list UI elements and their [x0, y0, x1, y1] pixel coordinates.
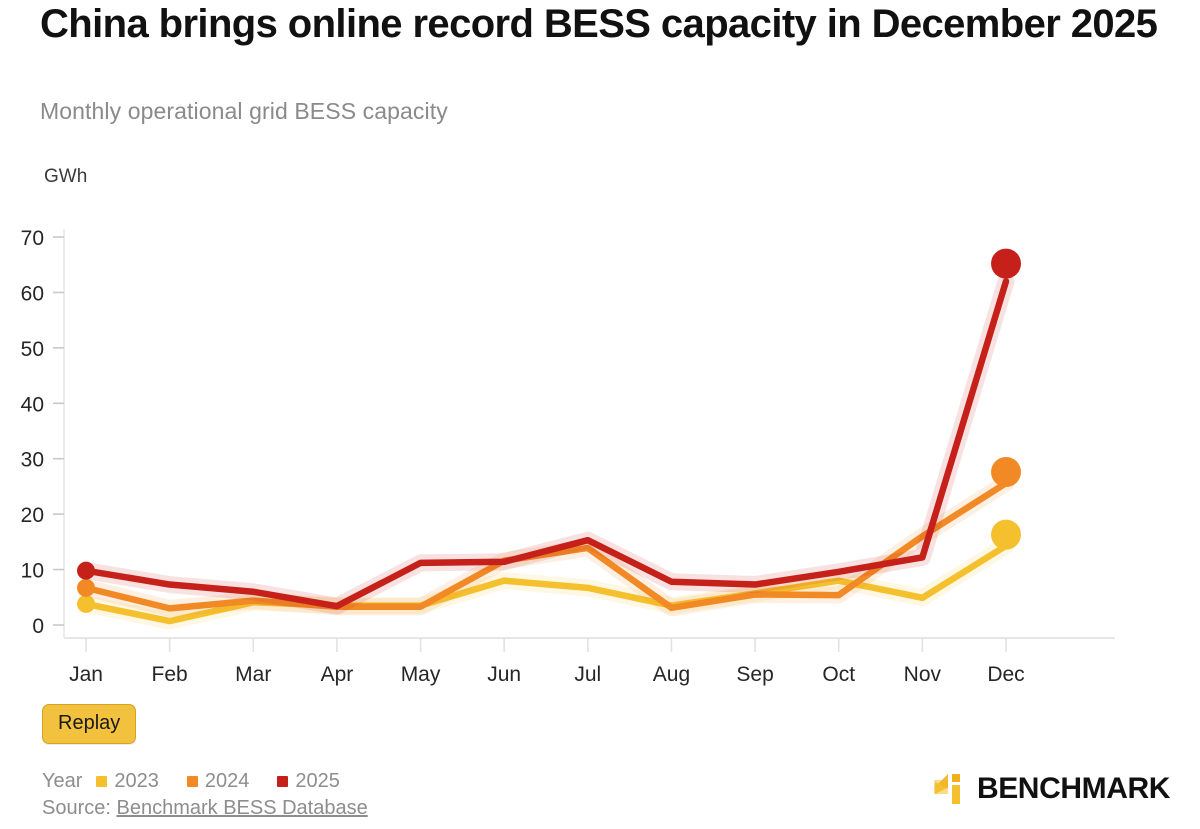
chart-legend: Year 2023 2024 2025 — [42, 770, 361, 793]
series-end-marker-2025[interactable] — [991, 248, 1021, 279]
series-end-marker-2023[interactable] — [991, 519, 1021, 550]
y-tick-label: 10 — [21, 560, 44, 583]
brand-wordmark: BENCHMARK — [976, 772, 1170, 805]
legend-swatch-2024 — [186, 776, 198, 787]
legend-item-2024[interactable]: 2024 — [186, 770, 250, 793]
x-tick-label-dec: Dec — [987, 663, 1024, 686]
source-line: Source: Benchmark BESS Database — [42, 797, 368, 820]
series-start-marker-2023[interactable] — [77, 594, 95, 613]
axis-layer — [53, 229, 1115, 652]
legend-swatch-2023 — [96, 776, 108, 787]
legend-label-2024: 2024 — [204, 770, 250, 792]
series-line-2025[interactable] — [82, 278, 1010, 610]
series-halo-2025 — [77, 272, 1015, 615]
replay-button[interactable]: Replay — [42, 704, 137, 744]
x-tick-label-jul: Jul — [574, 663, 601, 686]
tick-label-layer: 0 10 20 30 40 50 60 70 Jan Feb Mar Apr May Jun Jul Aug S… — [21, 227, 1025, 686]
x-tick-label-aug: Aug — [653, 663, 690, 686]
y-tick-label: 40 — [21, 393, 44, 416]
series-start-marker-2025[interactable] — [77, 561, 95, 580]
page-title: China brings online record BESS capacity… — [40, 2, 1158, 46]
y-tick-label: 60 — [21, 282, 44, 305]
x-tick-label-sep: Sep — [736, 663, 773, 686]
x-tick-label-apr: Apr — [321, 663, 354, 686]
series-end-marker-2024[interactable] — [991, 457, 1021, 488]
x-tick-label-feb: Feb — [152, 663, 188, 686]
y-axis-unit-label: GWh — [44, 166, 88, 187]
series-start-marker-2024[interactable] — [77, 578, 95, 597]
y-tick-label: 20 — [21, 504, 44, 527]
legend-title: Year — [42, 770, 83, 792]
series-layer — [77, 248, 1021, 630]
benchmark-mark-icon — [933, 774, 960, 804]
x-tick-label-oct: Oct — [822, 663, 855, 686]
x-tick-label-may: May — [401, 663, 441, 686]
y-tick-label: 50 — [21, 338, 44, 361]
y-tick-label: 0 — [32, 615, 44, 638]
legend-label-2023: 2023 — [114, 770, 159, 792]
legend-swatch-2025 — [277, 776, 289, 787]
legend-item-2025[interactable]: 2025 — [277, 770, 340, 793]
source-prefix: Source: — [42, 797, 117, 819]
x-tick-label-mar: Mar — [235, 663, 271, 686]
x-tick-label-nov: Nov — [904, 663, 942, 686]
x-tick-label-jan: Jan — [69, 663, 103, 686]
brand-logo: BENCHMARK — [932, 772, 1170, 806]
y-tick-label: 30 — [21, 449, 44, 472]
x-tick-label-jun: Jun — [487, 663, 521, 686]
chart-subtitle: Monthly operational grid BESS capacity — [40, 98, 448, 124]
legend-item-2023[interactable]: 2023 — [96, 770, 159, 793]
source-link[interactable]: Benchmark BESS Database — [116, 797, 368, 819]
legend-label-2025: 2025 — [295, 770, 340, 792]
y-tick-label: 70 — [21, 227, 44, 250]
